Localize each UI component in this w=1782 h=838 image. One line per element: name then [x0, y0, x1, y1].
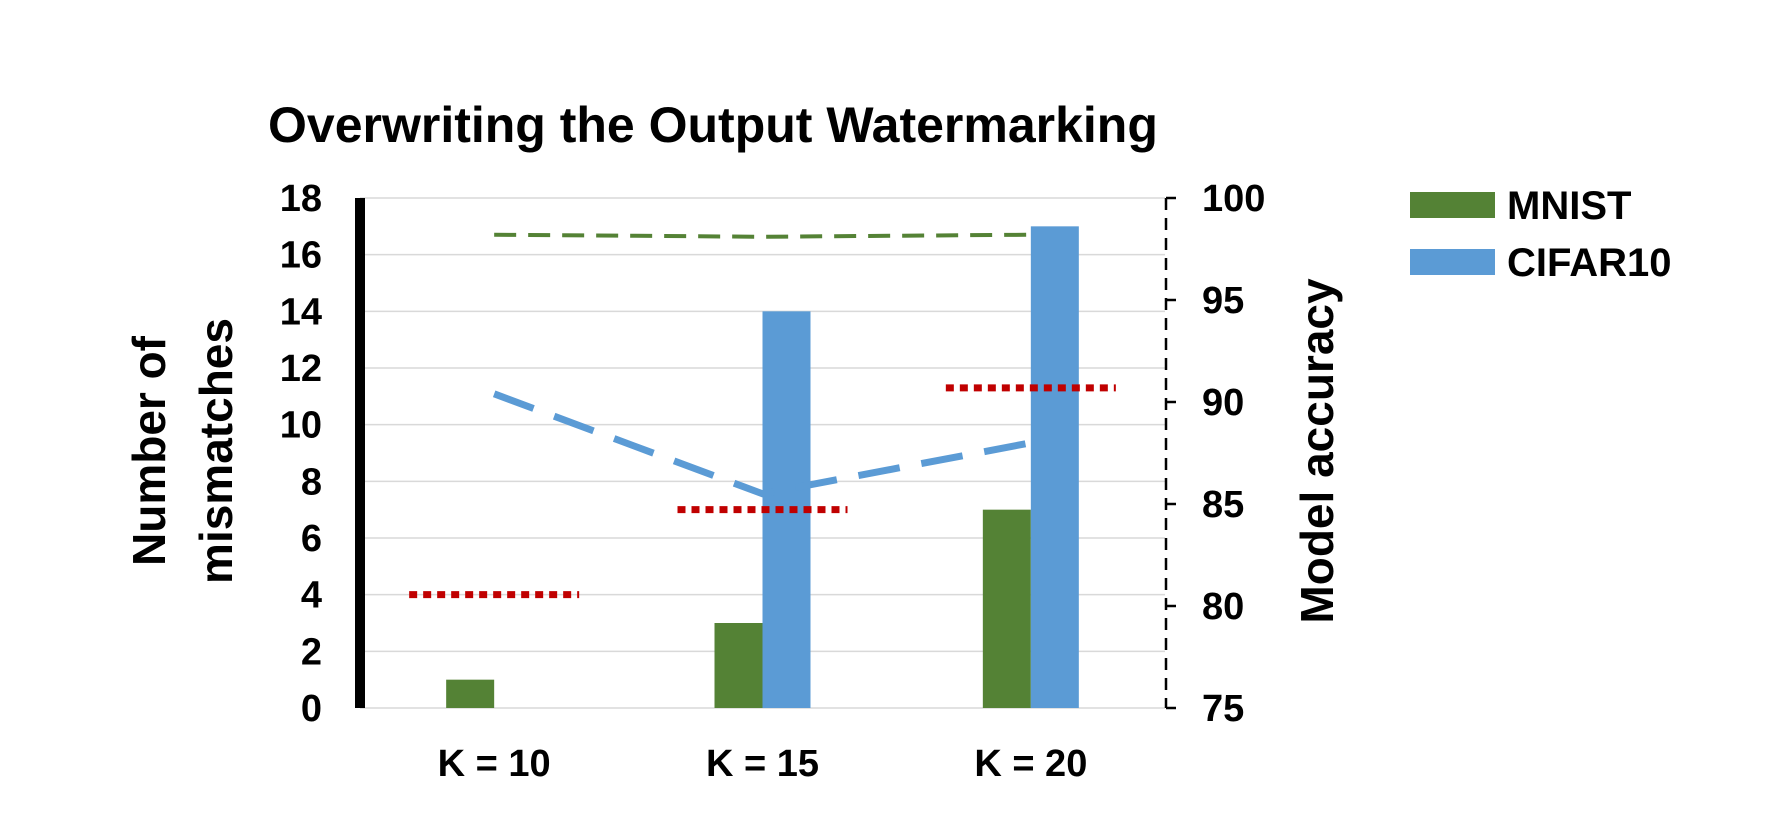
bar-mnist [982, 509, 1031, 708]
accuracy-lines [409, 232, 1116, 599]
accuracy-line [492, 390, 1032, 498]
x-tick-label: K = 15 [706, 743, 819, 785]
y2-tick-label: 75 [1202, 688, 1244, 730]
legend: MNIST CIFAR10 [1410, 184, 1672, 285]
chart-title: Overwriting the Output Watermarking [268, 97, 1158, 153]
legend-label-mnist: MNIST [1507, 184, 1631, 228]
y-tick-label: 4 [301, 575, 322, 617]
y-tick-label: 8 [301, 461, 322, 503]
y2-tick-label: 95 [1202, 280, 1244, 322]
y2-axis: 75 80 85 90 95 100 [1164, 178, 1265, 730]
bar-cifar10 [1030, 226, 1079, 709]
y2-tick-label: 90 [1202, 382, 1244, 424]
y-tick-label: 2 [301, 631, 322, 673]
bar-mnist [714, 623, 763, 708]
y-tick-label: 16 [280, 235, 322, 277]
y-tick-label: 18 [280, 178, 322, 220]
y-tick-label: 10 [280, 405, 322, 447]
y-tick-label: 6 [301, 518, 322, 560]
y-axis-title-line-2: mismatches [190, 318, 242, 584]
bar-cifar10 [762, 311, 811, 708]
legend-swatch-mnist [1410, 192, 1495, 218]
x-axis: K = 10 K = 15 K = 20 [438, 743, 1088, 785]
y2-axis-title: Model accuracy [1291, 278, 1343, 624]
y-axis: 0 2 4 6 8 10 12 14 16 18 [280, 178, 365, 730]
y-axis-title-line-1: Number of [123, 335, 175, 566]
accuracy-line [494, 232, 1031, 239]
legend-label-cifar10: CIFAR10 [1507, 241, 1672, 285]
x-tick-label: K = 20 [974, 743, 1087, 785]
y-tick-label: 14 [280, 291, 322, 333]
y2-tick-label: 80 [1202, 586, 1244, 628]
legend-swatch-cifar10 [1410, 249, 1495, 275]
y-tick-label: 0 [301, 688, 322, 730]
bar-mnist [446, 679, 495, 708]
y2-tick-label: 100 [1202, 178, 1265, 220]
y-tick-label: 12 [280, 348, 322, 390]
y2-tick-label: 85 [1202, 484, 1244, 526]
bars [446, 226, 1079, 709]
x-tick-label: K = 10 [438, 743, 551, 785]
